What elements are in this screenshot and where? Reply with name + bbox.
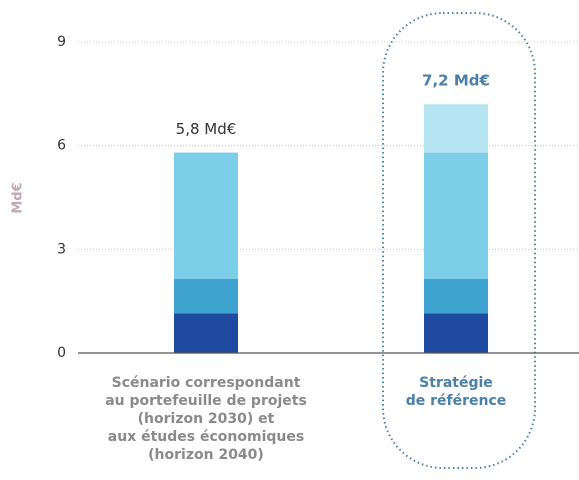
total-label: 5,8 Md€: [176, 120, 237, 138]
y-tick-label: 3: [57, 241, 66, 257]
x-tick-label: Stratégie de référence: [406, 375, 507, 409]
total-label: 7,2 Md€: [422, 72, 490, 90]
bar-segment: [424, 278, 488, 314]
y-axis-label: Md€: [11, 182, 26, 213]
bar-segment: [424, 152, 488, 279]
bar-segment: [174, 313, 238, 353]
bar-segment: [424, 313, 488, 353]
bar-segment: [174, 278, 238, 314]
bar-segment: [424, 104, 488, 153]
highlight-frame: [382, 12, 536, 469]
y-tick-label: 9: [57, 34, 66, 50]
y-tick-label: 0: [57, 345, 66, 361]
bar-segment: [174, 152, 238, 279]
x-tick-label: Scénario correspondant au portefeuille de…: [105, 375, 307, 463]
y-tick-label: 6: [57, 138, 66, 154]
